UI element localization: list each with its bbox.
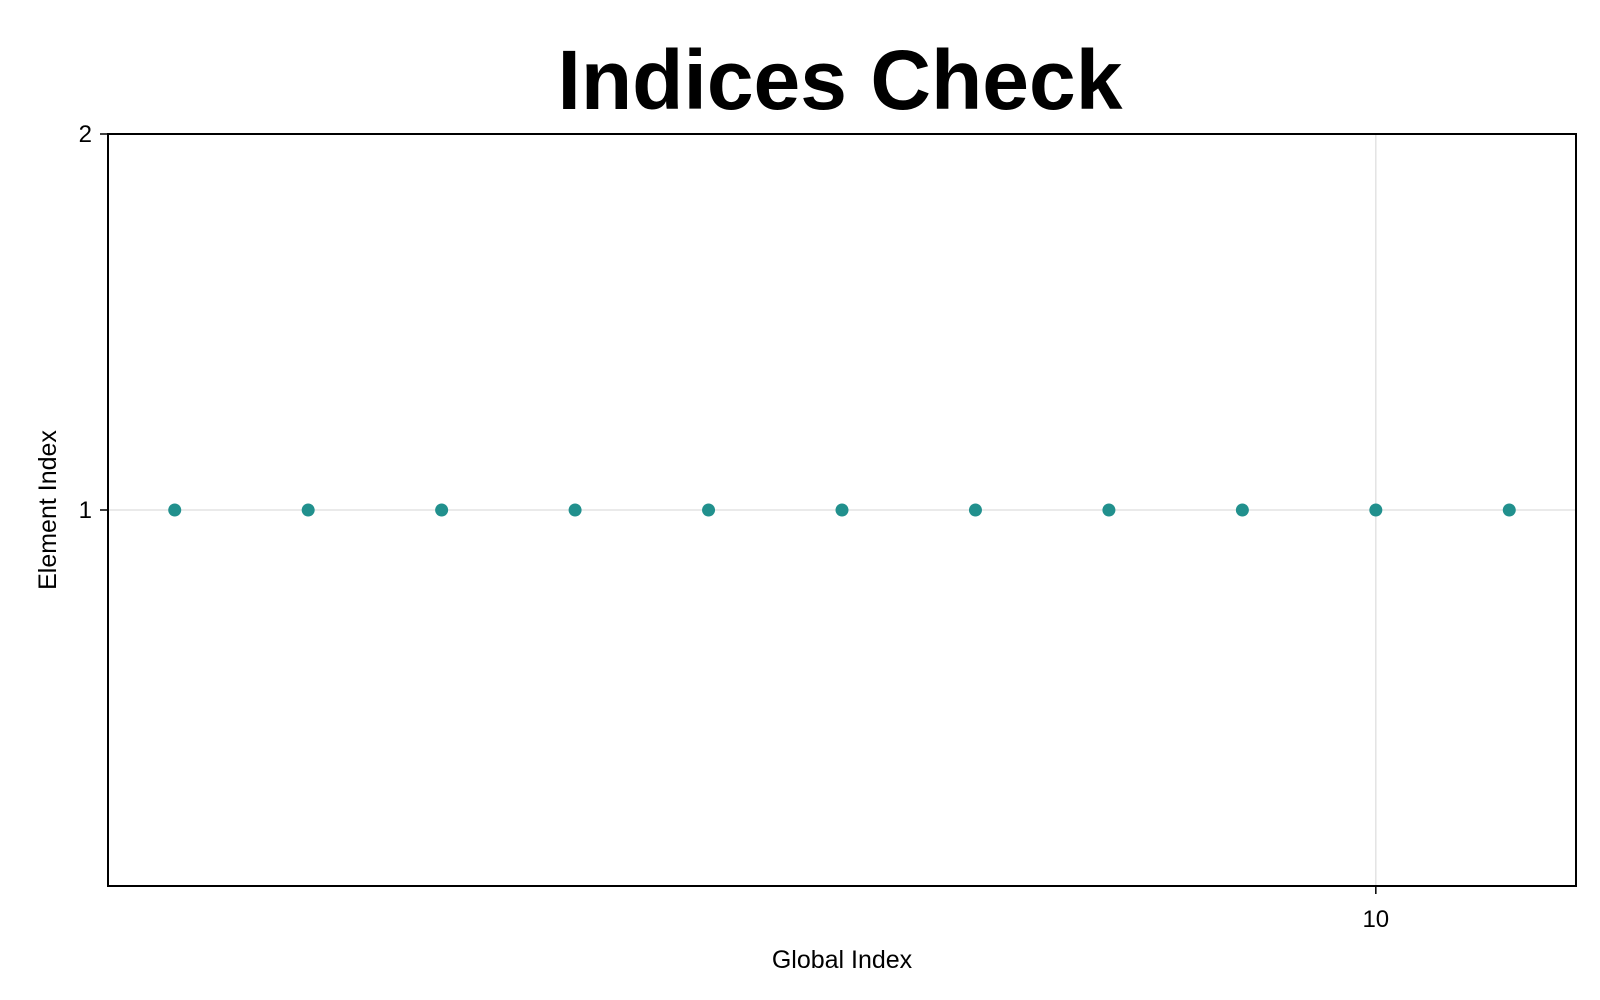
x-tick-label: 10	[1362, 906, 1389, 933]
data-point	[702, 503, 716, 517]
data-point	[301, 503, 315, 517]
y-tick-label: 1	[79, 497, 92, 524]
data-point	[168, 503, 182, 517]
data-point	[1235, 503, 1249, 517]
chart-title: Indices Check	[558, 33, 1123, 127]
y-axis-ticks: 12	[79, 121, 108, 524]
data-point	[568, 503, 582, 517]
x-axis-ticks: 10	[1362, 886, 1389, 933]
data-point	[968, 503, 982, 517]
data-point	[1369, 503, 1383, 517]
data-points	[168, 503, 1516, 517]
data-point	[435, 503, 449, 517]
data-point	[1502, 503, 1516, 517]
y-tick-label: 2	[79, 121, 92, 148]
data-point	[1102, 503, 1116, 517]
y-axis-label: Element Index	[34, 430, 62, 590]
x-axis-label: Global Index	[772, 946, 913, 974]
data-point	[835, 503, 849, 517]
